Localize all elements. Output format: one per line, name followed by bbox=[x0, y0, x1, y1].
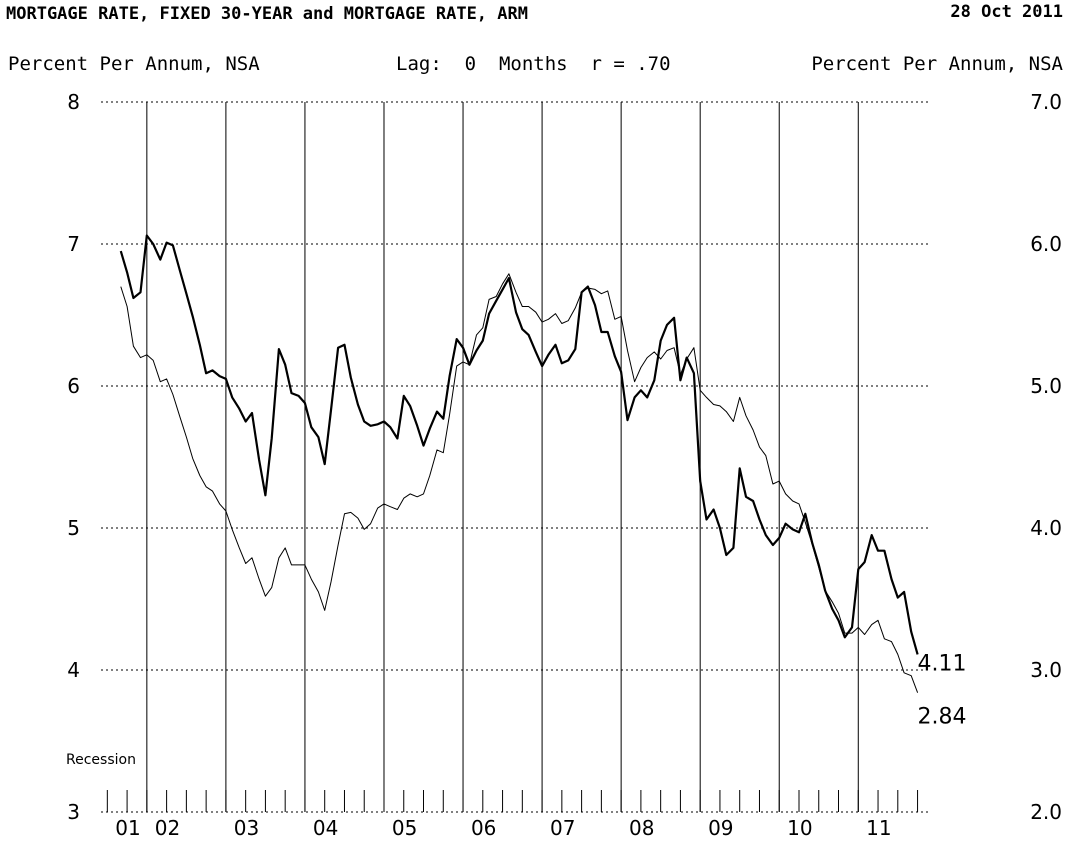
year-tick-label: 05 bbox=[392, 816, 417, 840]
year-tick-label: 09 bbox=[708, 816, 733, 840]
year-tick-label: 02 bbox=[155, 816, 180, 840]
right-tick-label: 6.0 bbox=[1030, 232, 1062, 256]
right-axis-ticks: 2.0 3.0 4.0 5.0 6.0 7.0 bbox=[1030, 90, 1062, 824]
right-tick-label: 5.0 bbox=[1030, 374, 1062, 398]
right-tick-label: 2.0 bbox=[1030, 800, 1062, 824]
arm-rate-end-label: 2.84 bbox=[918, 705, 967, 730]
fixed-rate-end-label: 4.11 bbox=[918, 651, 967, 676]
left-axis-units: Percent Per Annum, NSA bbox=[8, 53, 260, 75]
year-tick-label: 04 bbox=[313, 816, 338, 840]
year-tick-label: 11 bbox=[866, 816, 891, 840]
right-tick-label: 7.0 bbox=[1030, 90, 1062, 114]
recession-label: Recession bbox=[66, 752, 136, 768]
left-tick-label: 3 bbox=[67, 800, 80, 824]
chart-title: MORTGAGE RATE, FIXED 30-YEAR and MORTGAG… bbox=[6, 4, 528, 24]
year-tick-label: 06 bbox=[471, 816, 496, 840]
series-end-labels: 4.11 2.84 bbox=[918, 651, 967, 729]
year-tick-label: 07 bbox=[550, 816, 575, 840]
grid bbox=[101, 101, 931, 813]
x-axis-ticks: 01 02 03 04 05 06 07 08 09 10 11 bbox=[106, 790, 919, 840]
left-tick-label: 6 bbox=[67, 374, 80, 398]
left-tick-label: 7 bbox=[67, 232, 80, 256]
lag-correlation-label: Lag: 0 Months r = .70 bbox=[396, 53, 671, 75]
left-axis-ticks: 3 4 5 6 7 8 bbox=[67, 90, 80, 824]
left-tick-label: 5 bbox=[67, 516, 80, 540]
year-tick-label: 03 bbox=[234, 816, 259, 840]
arm-rate-line bbox=[120, 273, 919, 693]
right-axis-units: Percent Per Annum, NSA bbox=[811, 53, 1063, 75]
right-tick-label: 3.0 bbox=[1030, 658, 1062, 682]
year-tick-label: 01 bbox=[115, 816, 140, 840]
left-tick-label: 4 bbox=[67, 658, 80, 682]
series-lines bbox=[119, 234, 919, 693]
year-tick-label: 10 bbox=[787, 816, 812, 840]
right-tick-label: 4.0 bbox=[1030, 516, 1062, 540]
chart-date: 28 Oct 2011 bbox=[950, 2, 1063, 22]
year-tick-label: 08 bbox=[629, 816, 654, 840]
fixed-30-year-rate-line bbox=[119, 234, 919, 655]
left-tick-label: 8 bbox=[67, 90, 80, 114]
